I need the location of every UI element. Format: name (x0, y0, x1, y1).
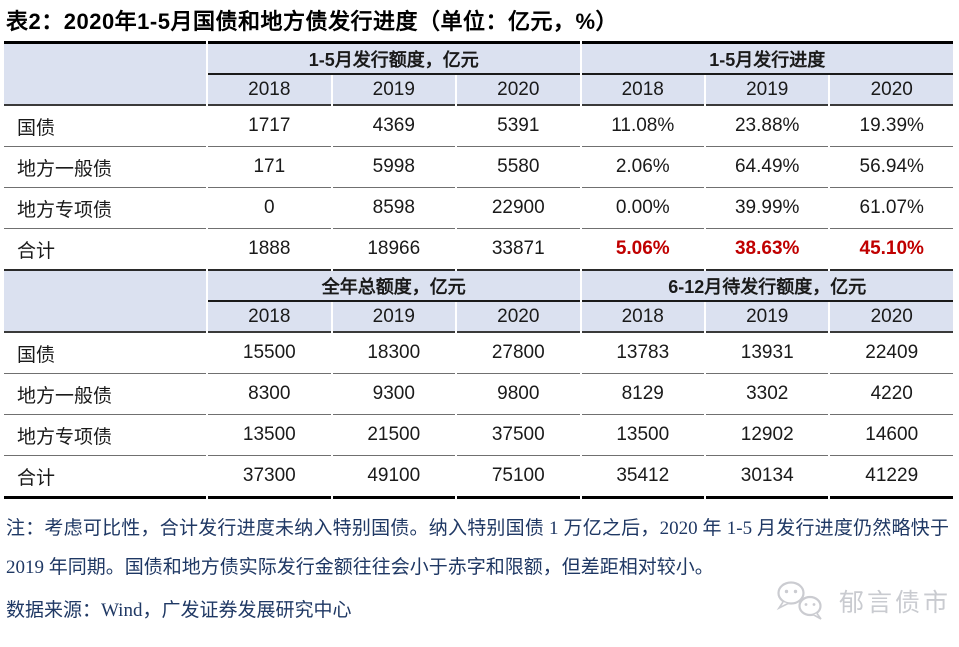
cell-value: 13783 (581, 333, 704, 374)
cell-value: 0.00% (581, 188, 704, 229)
cell-value: 3302 (705, 374, 829, 415)
cell-value: 8129 (581, 374, 704, 415)
row-label: 国债 (4, 106, 207, 147)
group-header-row-bottom: 全年总额度，亿元 6-12月待发行额度，亿元 (4, 271, 953, 302)
row-label: 地方一般债 (4, 374, 207, 415)
table-row-local-general-top: 地方一般债 171 5998 5580 2.06% 64.49% 56.94% (4, 147, 953, 188)
year-header: 2020 (457, 302, 580, 333)
cell-value: 37500 (457, 415, 580, 456)
corner-cell (4, 302, 207, 333)
cell-value: 5391 (457, 106, 580, 147)
year-header-row-bottom: 2018 2019 2020 2018 2019 2020 (4, 302, 953, 333)
cell-value: 9300 (332, 374, 456, 415)
cell-value-highlight: 38.63% (705, 229, 829, 271)
group-header-issued-quota: 1-5月发行额度，亿元 (208, 41, 580, 75)
chat-bubbles-icon (775, 580, 831, 622)
year-header: 2020 (457, 75, 580, 106)
row-label: 合计 (4, 456, 207, 499)
cell-value: 41229 (830, 456, 953, 499)
table-row-total-bottom: 合计 37300 49100 75100 35412 30134 41229 (4, 456, 953, 499)
year-header: 2020 (830, 302, 953, 333)
table-title: 表2：2020年1-5月国债和地方债发行进度（单位：亿元，%） (6, 9, 619, 34)
table-row-local-special-top: 地方专项债 0 8598 22900 0.00% 39.99% 61.07% (4, 188, 953, 229)
cell-value: 61.07% (830, 188, 953, 229)
cell-value: 56.94% (830, 147, 953, 188)
year-header: 2019 (332, 75, 456, 106)
year-header: 2020 (830, 75, 953, 106)
cell-value-highlight: 5.06% (581, 229, 704, 271)
cell-value: 13931 (705, 333, 829, 374)
cell-value: 22900 (457, 188, 580, 229)
cell-value: 13500 (581, 415, 704, 456)
cell-value: 33871 (457, 229, 580, 271)
cell-value: 14600 (830, 415, 953, 456)
corner-cell (4, 41, 207, 75)
note-text: 注：考虑可比性，合计发行进度未纳入特别国债。纳入特别国债 1 万亿之后，2020… (6, 518, 949, 578)
cell-value: 0 (208, 188, 331, 229)
cell-value: 18966 (332, 229, 456, 271)
row-label: 地方专项债 (4, 188, 207, 229)
year-header: 2018 (581, 302, 704, 333)
row-label: 地方专项债 (4, 415, 207, 456)
bond-issuance-table: 1-5月发行额度，亿元 1-5月发行进度 2018 2019 2020 2018… (2, 41, 955, 499)
cell-value: 5580 (457, 147, 580, 188)
cell-value-highlight: 45.10% (830, 229, 953, 271)
year-header: 2019 (705, 302, 829, 333)
cell-value: 30134 (705, 456, 829, 499)
year-header: 2018 (581, 75, 704, 106)
cell-value: 1888 (208, 229, 331, 271)
corner-cell (4, 271, 207, 302)
cell-value: 2.06% (581, 147, 704, 188)
cell-value: 39.99% (705, 188, 829, 229)
row-label: 国债 (4, 333, 207, 374)
cell-value: 12902 (705, 415, 829, 456)
year-header: 2018 (208, 302, 331, 333)
cell-value: 13500 (208, 415, 331, 456)
table-row-local-general-bottom: 地方一般债 8300 9300 9800 8129 3302 4220 (4, 374, 953, 415)
corner-cell (4, 75, 207, 106)
watermark-label: 郁言债市 (838, 590, 951, 617)
group-header-annual-quota: 全年总额度，亿元 (208, 271, 580, 302)
cell-value: 35412 (581, 456, 704, 499)
table-row-total-top: 合计 1888 18966 33871 5.06% 38.63% 45.10% (4, 229, 953, 271)
source-text: 数据来源：Wind，广发证券发展研究中心 (6, 600, 352, 621)
cell-value: 75100 (457, 456, 580, 499)
year-header-row-top: 2018 2019 2020 2018 2019 2020 (4, 75, 953, 106)
cell-value: 15500 (208, 333, 331, 374)
table-row-treasury-bottom: 国债 15500 18300 27800 13783 13931 22409 (4, 333, 953, 374)
cell-value: 4369 (332, 106, 456, 147)
cell-value: 1717 (208, 106, 331, 147)
year-header: 2019 (705, 75, 829, 106)
group-header-remaining: 6-12月待发行额度，亿元 (581, 271, 953, 302)
cell-value: 4220 (830, 374, 953, 415)
cell-value: 22409 (830, 333, 953, 374)
cell-value: 23.88% (705, 106, 829, 147)
watermark: 郁言债市 (775, 580, 951, 622)
cell-value: 8598 (332, 188, 456, 229)
cell-value: 18300 (332, 333, 456, 374)
cell-value: 49100 (332, 456, 456, 499)
group-header-progress: 1-5月发行进度 (581, 41, 953, 75)
cell-value: 37300 (208, 456, 331, 499)
cell-value: 5998 (332, 147, 456, 188)
row-label: 合计 (4, 229, 207, 271)
cell-value: 9800 (457, 374, 580, 415)
row-label: 地方一般债 (4, 147, 207, 188)
cell-value: 8300 (208, 374, 331, 415)
year-header: 2019 (332, 302, 456, 333)
cell-value: 171 (208, 147, 331, 188)
cell-value: 11.08% (581, 106, 704, 147)
year-header: 2018 (208, 75, 331, 106)
cell-value: 64.49% (705, 147, 829, 188)
cell-value: 27800 (457, 333, 580, 374)
group-header-row-top: 1-5月发行额度，亿元 1-5月发行进度 (4, 41, 953, 75)
table-row-local-special-bottom: 地方专项债 13500 21500 37500 13500 12902 1460… (4, 415, 953, 456)
cell-value: 19.39% (830, 106, 953, 147)
cell-value: 21500 (332, 415, 456, 456)
table-row-treasury-top: 国债 1717 4369 5391 11.08% 23.88% 19.39% (4, 106, 953, 147)
